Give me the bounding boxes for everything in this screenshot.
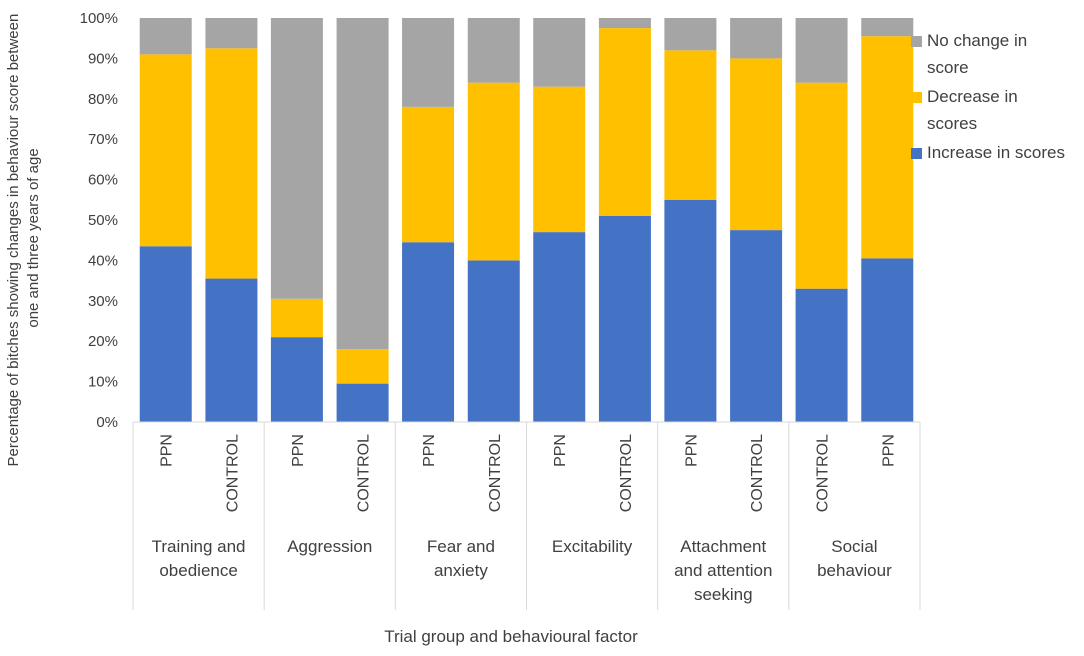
group-label: Training and obedience: [152, 537, 246, 580]
bar-segment: [205, 278, 258, 422]
bar-segment: [336, 18, 389, 350]
x-tick-label: CONTROL: [356, 434, 373, 512]
x-tick-label: CONTROL: [618, 434, 635, 512]
y-tick-label: 50%: [88, 212, 118, 229]
x-tick-label: PPN: [683, 434, 700, 467]
bar-segment: [664, 199, 717, 422]
bar-segment: [467, 260, 520, 422]
x-axis-title: Trial group and behavioural factor: [384, 627, 638, 646]
y-tick-label: 100%: [80, 10, 118, 27]
x-tick-label: PPN: [880, 434, 897, 467]
legend-label: Increase in scores: [927, 143, 1065, 162]
bar-segment: [861, 258, 914, 422]
y-tick-label: 70%: [88, 131, 118, 148]
bar-segment: [270, 18, 323, 299]
x-axis: PPN CONTROL Training and obedience PPN CONTRO…: [132, 421, 921, 610]
x-tick-label: PPN: [290, 434, 307, 467]
bar-segment: [139, 18, 192, 55]
bar-segment: [467, 82, 520, 261]
bar-segment: [730, 58, 783, 231]
bar-segment: [533, 232, 586, 422]
bar-segment: [467, 18, 520, 83]
bar-segment: [664, 18, 717, 51]
x-tick-label: CONTROL: [815, 434, 832, 512]
legend: No change in score Decrease in scores Increa…: [911, 31, 1065, 162]
bar-segment: [795, 82, 848, 289]
legend-label: Decrease in scores: [927, 87, 1018, 133]
y-axis-title: Percentage of bitches showing changes in…: [5, 10, 42, 467]
bar-segment: [402, 18, 455, 107]
bar-segment: [795, 18, 848, 83]
bar-segment: [139, 246, 192, 422]
bar-segment: [402, 242, 455, 422]
bar-segment: [861, 36, 914, 259]
x-tick-label: PPN: [421, 434, 438, 467]
bar-segment: [730, 18, 783, 59]
legend-swatch: [911, 92, 922, 103]
bar-segment: [533, 86, 586, 233]
y-tick-label: 60%: [88, 172, 118, 189]
legend-label: No change in score: [927, 31, 1027, 77]
y-tick-label: 30%: [88, 293, 118, 310]
x-tick-label: CONTROL: [749, 434, 766, 512]
x-tick-label: PPN: [552, 434, 569, 467]
bar-segment: [598, 215, 651, 422]
group-label: Attachment and attention seeking: [674, 537, 772, 604]
bar-segment: [270, 298, 323, 338]
x-tick-label: PPN: [159, 434, 176, 467]
legend-swatch: [911, 148, 922, 159]
bar-segment: [139, 54, 192, 247]
bar-segment: [598, 18, 651, 29]
bar-segment: [336, 349, 389, 384]
bars: [139, 18, 914, 422]
bar-segment: [205, 18, 258, 49]
bar-segment: [795, 288, 848, 422]
y-axis: 0% 10% 20% 30% 40% 50% 60% 70% 80% 90% 100%: [80, 10, 118, 431]
group-label: Social behaviour: [817, 537, 892, 580]
y-axis-title-line: one and three years of age: [25, 148, 42, 327]
y-tick-label: 20%: [88, 333, 118, 350]
x-tick-label: CONTROL: [487, 434, 504, 512]
y-tick-label: 40%: [88, 252, 118, 269]
group-label: Fear and anxiety: [427, 537, 495, 580]
bar-segment: [664, 50, 717, 200]
bar-segment: [270, 337, 323, 422]
bar-segment: [402, 106, 455, 243]
bar-segment: [861, 18, 914, 37]
group-label: Aggression: [287, 537, 372, 556]
bar-segment: [598, 28, 651, 216]
bar-segment: [336, 383, 389, 422]
bar-segment: [533, 18, 586, 87]
y-axis-title-line: Percentage of bitches showing changes in…: [5, 14, 22, 467]
y-tick-label: 10%: [88, 374, 118, 391]
bar-segment: [730, 230, 783, 422]
x-tick-label: CONTROL: [224, 434, 241, 512]
bar-segment: [205, 48, 258, 279]
y-tick-label: 0%: [96, 414, 118, 431]
legend-swatch: [911, 36, 922, 47]
y-tick-label: 90%: [88, 50, 118, 67]
y-tick-label: 80%: [88, 91, 118, 108]
group-label: Excitability: [552, 537, 633, 556]
